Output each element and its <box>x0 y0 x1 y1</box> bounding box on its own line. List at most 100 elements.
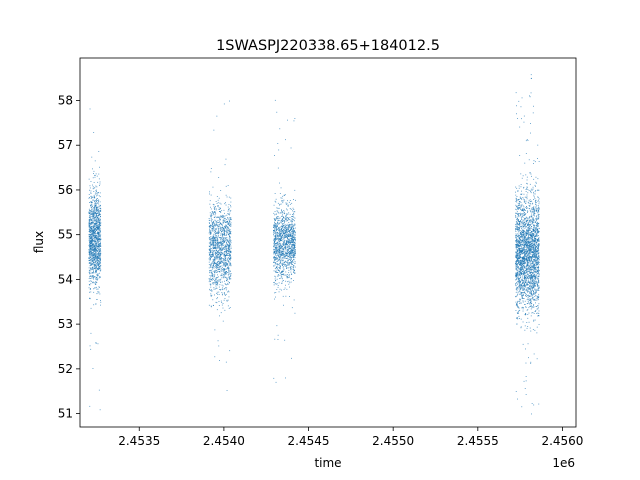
data-point <box>230 257 232 259</box>
data-point <box>276 257 278 259</box>
data-point <box>276 223 278 225</box>
data-point <box>88 226 90 228</box>
data-point <box>276 249 278 251</box>
data-point <box>212 282 214 284</box>
data-point <box>273 227 275 228</box>
data-point <box>279 248 280 250</box>
data-point <box>214 259 215 261</box>
data-point <box>283 244 285 246</box>
data-point <box>288 201 290 203</box>
data-point <box>519 283 521 285</box>
data-point <box>273 259 275 261</box>
data-point <box>293 251 295 253</box>
data-point <box>289 256 291 258</box>
data-point <box>92 230 93 231</box>
data-point <box>292 254 294 256</box>
data-point <box>279 239 280 240</box>
data-point <box>217 226 219 227</box>
data-point <box>291 258 292 260</box>
data-point <box>515 279 516 281</box>
data-point <box>295 237 296 239</box>
data-point <box>526 309 528 311</box>
data-point <box>290 248 291 250</box>
data-point <box>287 225 289 226</box>
data-point <box>90 240 92 241</box>
data-point <box>95 261 96 263</box>
data-point <box>519 227 520 228</box>
data-point <box>293 211 295 213</box>
data-point <box>515 186 517 188</box>
data-point <box>90 192 92 194</box>
data-point <box>525 189 527 190</box>
data-point <box>279 230 280 232</box>
data-point <box>90 268 91 270</box>
data-point <box>518 315 520 317</box>
data-point <box>96 260 97 262</box>
data-point <box>93 197 95 199</box>
data-point <box>96 264 98 266</box>
data-point <box>220 274 222 276</box>
data-point <box>517 202 519 204</box>
data-point <box>210 236 212 237</box>
data-point <box>285 231 286 233</box>
data-point <box>526 239 528 241</box>
data-point <box>215 229 217 231</box>
data-point <box>527 253 529 254</box>
data-point <box>287 259 289 261</box>
data-point <box>230 256 232 258</box>
data-point <box>94 212 96 213</box>
data-point <box>278 252 280 253</box>
data-point <box>276 248 278 250</box>
data-point <box>95 173 97 175</box>
data-point <box>294 237 296 239</box>
data-point <box>90 251 92 252</box>
data-point <box>289 241 291 243</box>
data-point <box>90 240 92 242</box>
data-point <box>224 298 226 299</box>
data-point <box>226 244 228 246</box>
data-point <box>534 269 536 271</box>
data-point <box>520 260 522 261</box>
data-point <box>273 225 275 227</box>
data-point <box>283 240 285 242</box>
data-point <box>518 199 520 200</box>
data-point <box>215 201 217 202</box>
data-point <box>532 217 534 219</box>
data-point <box>97 273 99 275</box>
data-point <box>219 220 220 222</box>
data-point <box>93 268 95 270</box>
data-point <box>517 207 519 209</box>
data-point <box>533 244 535 246</box>
data-point <box>528 267 530 269</box>
data-point <box>275 238 276 240</box>
data-point <box>288 246 290 248</box>
data-point <box>228 247 230 249</box>
data-point <box>212 267 214 269</box>
data-point <box>290 278 292 280</box>
data-point <box>524 225 526 226</box>
data-point <box>218 233 220 234</box>
data-point <box>293 259 295 261</box>
data-point <box>534 270 536 272</box>
data-point <box>515 206 517 208</box>
data-point <box>520 207 522 209</box>
data-point <box>293 259 294 260</box>
data-point <box>285 253 287 255</box>
data-point <box>94 246 95 247</box>
data-point <box>223 215 224 217</box>
data-point <box>217 250 218 252</box>
data-point <box>227 263 229 265</box>
data-point <box>278 207 280 209</box>
data-point <box>92 168 93 170</box>
data-point <box>226 252 228 254</box>
data-point <box>222 245 224 246</box>
data-point <box>99 230 101 232</box>
data-point <box>291 252 293 254</box>
data-point <box>92 196 94 198</box>
data-point <box>88 250 90 252</box>
data-point <box>520 250 522 251</box>
data-point <box>95 281 97 283</box>
data-point <box>225 242 227 244</box>
data-point <box>274 229 276 231</box>
data-point <box>100 208 102 210</box>
